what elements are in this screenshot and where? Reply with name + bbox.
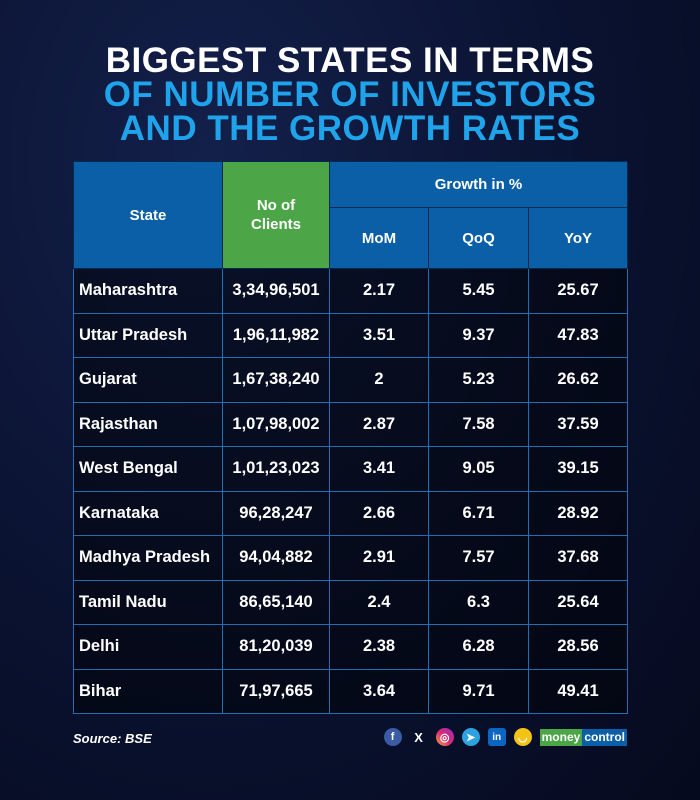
cell-qoq: 5.23 [428, 357, 529, 403]
table-row: Karnataka 96,28,247 2.66 6.71 28.92 [73, 491, 628, 536]
table-row: Gujarat 1,67,38,240 2 5.23 26.62 [73, 357, 628, 403]
cell-state: Gujarat [73, 357, 223, 403]
linkedin-icon[interactable]: in [487, 728, 506, 746]
table-row: Rajasthan 1,07,98,002 2.87 7.58 37.59 [73, 402, 628, 447]
header-mom: MoM [329, 207, 429, 269]
telegram-icon[interactable]: ➤ [461, 728, 480, 746]
table-row: Uttar Pradesh 1,96,11,982 3.51 9.37 47.83 [73, 313, 628, 358]
cell-yoy: 28.56 [528, 624, 628, 670]
cell-yoy: 49.41 [528, 669, 628, 714]
cell-state: Uttar Pradesh [73, 313, 223, 358]
cell-clients: 1,96,11,982 [222, 313, 330, 358]
cell-clients: 1,67,38,240 [222, 357, 330, 403]
cell-yoy: 39.15 [528, 446, 628, 492]
cell-mom: 2.38 [329, 624, 429, 670]
cell-clients: 94,04,882 [222, 535, 330, 581]
cell-qoq: 9.37 [428, 313, 529, 358]
header-yoy: YoY [528, 207, 628, 269]
table-row: Madhya Pradesh 94,04,882 2.91 7.57 37.68 [73, 535, 628, 581]
cell-qoq: 7.57 [428, 535, 529, 581]
table-row: Delhi 81,20,039 2.38 6.28 28.56 [73, 624, 628, 670]
table-row: Bihar 71,97,665 3.64 9.71 49.41 [73, 669, 628, 714]
cell-clients: 71,97,665 [222, 669, 330, 714]
cell-mom: 2.4 [329, 580, 429, 625]
logo-part-control: control [582, 728, 627, 746]
cell-state: Rajasthan [73, 402, 223, 447]
cell-clients: 96,28,247 [222, 491, 330, 536]
cell-yoy: 25.64 [528, 580, 628, 625]
cell-mom: 2.66 [329, 491, 429, 536]
cell-clients: 1,07,98,002 [222, 402, 330, 447]
title-line-1: BIGGEST STATES IN TERMS [105, 41, 595, 80]
cell-qoq: 6.3 [428, 580, 529, 625]
cell-yoy: 37.59 [528, 402, 628, 447]
header-clients: No of Clients [222, 161, 330, 269]
title-line-2: OF NUMBER OF INVESTORS [103, 75, 597, 114]
header-qoq: QoQ [428, 207, 529, 269]
cell-state: West Bengal [73, 446, 223, 492]
snapchat-icon[interactable]: ◡ [513, 728, 532, 746]
cell-qoq: 6.71 [428, 491, 529, 536]
cell-state: Madhya Pradesh [73, 535, 223, 581]
footer: Source: BSE f X ◎ ➤ in ◡ money control [73, 728, 627, 750]
cell-yoy: 28.92 [528, 491, 628, 536]
moneycontrol-logo: money control [539, 728, 627, 746]
title-line-3: AND THE GROWTH RATES [119, 109, 581, 148]
cell-mom: 2.17 [329, 268, 429, 314]
cell-yoy: 37.68 [528, 535, 628, 581]
cell-yoy: 25.67 [528, 268, 628, 314]
investors-table: State No of Clients Growth in % MoM QoQ … [73, 161, 628, 714]
instagram-icon[interactable]: ◎ [435, 728, 454, 746]
cell-mom: 3.64 [329, 669, 429, 714]
logo-part-money: money [539, 728, 583, 746]
cell-clients: 81,20,039 [222, 624, 330, 670]
table-row: West Bengal 1,01,23,023 3.41 9.05 39.15 [73, 446, 628, 492]
cell-yoy: 47.83 [528, 313, 628, 358]
cell-mom: 3.51 [329, 313, 429, 358]
facebook-icon[interactable]: f [383, 728, 402, 746]
header-growth: Growth in % [329, 161, 628, 208]
cell-state: Karnataka [73, 491, 223, 536]
table-row: Tamil Nadu 86,65,140 2.4 6.3 25.64 [73, 580, 628, 625]
cell-state: Tamil Nadu [73, 580, 223, 625]
cell-clients: 3,34,96,501 [222, 268, 330, 314]
cell-state: Maharashtra [73, 268, 223, 314]
cell-qoq: 6.28 [428, 624, 529, 670]
cell-qoq: 9.05 [428, 446, 529, 492]
cell-qoq: 9.71 [428, 669, 529, 714]
x-icon[interactable]: X [414, 729, 423, 745]
header-clients-label: No of Clients [250, 197, 301, 233]
cell-mom: 2.91 [329, 535, 429, 581]
cell-clients: 1,01,23,023 [222, 446, 330, 492]
cell-clients: 86,65,140 [222, 580, 330, 625]
cell-mom: 2 [329, 357, 429, 403]
cell-mom: 3.41 [329, 446, 429, 492]
table-row: Maharashtra 3,34,96,501 2.17 5.45 25.67 [73, 268, 628, 314]
source-note: Source: BSE [73, 731, 152, 746]
header-state: State [73, 161, 223, 269]
cell-mom: 2.87 [329, 402, 429, 447]
title: BIGGEST STATES IN TERMS OF NUMBER OF INV… [0, 41, 700, 148]
cell-state: Bihar [73, 669, 223, 714]
cell-state: Delhi [73, 624, 223, 670]
cell-qoq: 7.58 [428, 402, 529, 447]
cell-yoy: 26.62 [528, 357, 628, 403]
cell-qoq: 5.45 [428, 268, 529, 314]
